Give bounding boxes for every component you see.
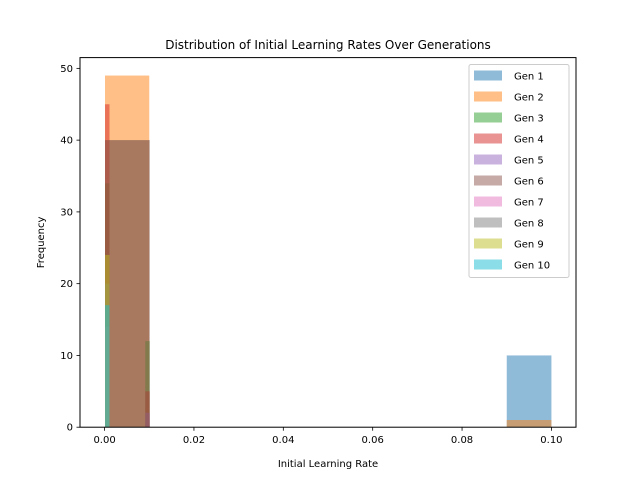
legend-label: Gen 10 [514, 261, 550, 272]
y-tick-label: 40 [60, 136, 73, 147]
legend-swatch [474, 91, 502, 102]
bar-gen-10-bin-1 [105, 305, 110, 428]
x-tick-label: 0.06 [362, 435, 384, 446]
y-tick-label: 20 [60, 279, 73, 290]
bars-layer [105, 75, 552, 428]
legend-swatch [474, 196, 502, 207]
x-tick-label: 0.08 [451, 435, 473, 446]
legend-swatch [474, 133, 502, 144]
legend-swatch [474, 70, 502, 81]
y-tick-label: 50 [60, 64, 73, 75]
bar-gen-1-bin-2 [506, 355, 552, 428]
legend-label: Gen 8 [514, 219, 544, 230]
x-axis-label: Initial Learning Rate [278, 459, 378, 470]
x-tick-label: 0.04 [272, 435, 294, 446]
y-axis: 0 10 20 30 40 50 [60, 64, 80, 434]
x-tick-label: 0.00 [93, 435, 115, 446]
legend-label: Gen 9 [514, 240, 544, 251]
legend-label: Gen 6 [514, 177, 544, 188]
y-axis-label: Frequency [36, 216, 47, 268]
x-tick-label: 0.02 [183, 435, 205, 446]
legend-label: Gen 1 [514, 72, 544, 83]
plot-frame [79, 57, 577, 428]
legend-swatch [474, 238, 502, 249]
x-tick-label: 0.10 [540, 435, 562, 446]
legend-label: Gen 2 [514, 93, 544, 104]
legend-label: Gen 7 [514, 198, 544, 209]
legend-swatch [474, 112, 502, 123]
bar-gen-6-bin-1 [105, 140, 150, 428]
x-axis: 0.00 0.02 0.04 0.06 0.08 0.10 [93, 427, 563, 446]
legend-swatch [474, 175, 502, 186]
y-tick-label: 10 [60, 351, 73, 362]
legend-swatch [474, 217, 502, 228]
legend-swatch [474, 154, 502, 165]
legend-label: Gen 5 [514, 156, 544, 167]
legend: Gen 1 Gen 2 Gen 3 Gen 4 Gen 5 Gen 6 Gen 7 Gen 8… [468, 64, 570, 278]
y-tick-label: 0 [67, 423, 73, 434]
chart-title: Distribution of Initial Learning Rates O… [165, 38, 491, 52]
legend-label: Gen 3 [514, 114, 544, 125]
bar-gen-2-bin-2 [506, 420, 552, 428]
legend-swatch [474, 259, 502, 270]
legend-label: Gen 4 [514, 135, 544, 146]
y-tick-label: 30 [60, 207, 73, 218]
